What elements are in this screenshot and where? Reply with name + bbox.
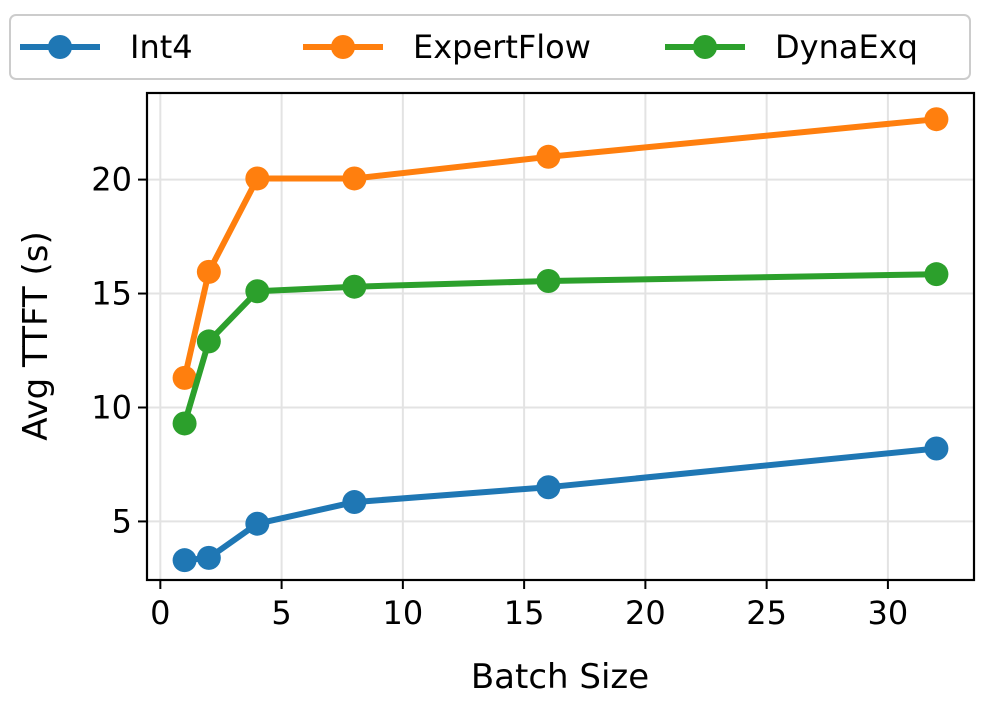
- legend-marker-dynaexq: [693, 35, 717, 59]
- plot-series: [172, 107, 949, 573]
- data-point-dynaexq: [924, 262, 949, 287]
- legend-box: [9, 14, 971, 80]
- data-point-int4: [245, 511, 270, 536]
- data-point-int4: [196, 545, 221, 570]
- plot-frame: [145, 91, 976, 582]
- y-tick-label: 10: [91, 388, 132, 426]
- x-tick-label: 30: [868, 594, 909, 632]
- data-point-dynaexq: [245, 279, 270, 304]
- x-tick-label: 0: [150, 594, 170, 632]
- data-point-int4: [924, 436, 949, 461]
- legend-label-dynaexq: DynaExq: [775, 28, 918, 66]
- y-axis: 5 10 15 20: [91, 161, 147, 540]
- x-tick-label: 20: [625, 594, 666, 632]
- y-tick-label: 5: [112, 502, 132, 540]
- x-axis-label: Batch Size: [471, 657, 649, 697]
- data-point-dynaexq: [536, 269, 561, 294]
- data-point-dynaexq: [196, 329, 221, 354]
- series-line-expertflow: [181, 116, 940, 381]
- x-tick-label: 15: [504, 594, 545, 632]
- data-point-expertflow: [245, 166, 270, 191]
- series-line-dynaexq: [181, 271, 940, 427]
- data-point-expertflow: [536, 144, 561, 169]
- data-point-dynaexq: [172, 411, 197, 436]
- y-tick-label: 15: [91, 275, 132, 313]
- x-axis: 0 5 10 15 20 25 30: [150, 580, 908, 632]
- legend-marker-expertflow: [331, 35, 355, 59]
- x-tick-label: 5: [271, 594, 291, 632]
- y-axis-label: Avg TTFT (s): [16, 231, 56, 441]
- legend: Int4 ExpertFlow DynaExq: [9, 14, 971, 80]
- series-line-int4: [181, 445, 940, 564]
- x-tick-label: 25: [746, 594, 787, 632]
- legend-label-int4: Int4: [130, 28, 193, 66]
- x-tick-label: 10: [383, 594, 424, 632]
- data-point-int4: [536, 475, 561, 500]
- y-tick-label: 20: [91, 161, 132, 199]
- legend-label-expertflow: ExpertFlow: [413, 28, 591, 66]
- data-point-dynaexq: [342, 274, 367, 299]
- data-point-expertflow: [172, 365, 197, 390]
- data-point-expertflow: [196, 259, 221, 284]
- data-point-int4: [342, 490, 367, 515]
- grid-lines: [147, 93, 974, 580]
- data-point-int4: [172, 548, 197, 573]
- data-point-expertflow: [924, 107, 949, 132]
- legend-marker-int4: [48, 35, 72, 59]
- data-point-expertflow: [342, 166, 367, 191]
